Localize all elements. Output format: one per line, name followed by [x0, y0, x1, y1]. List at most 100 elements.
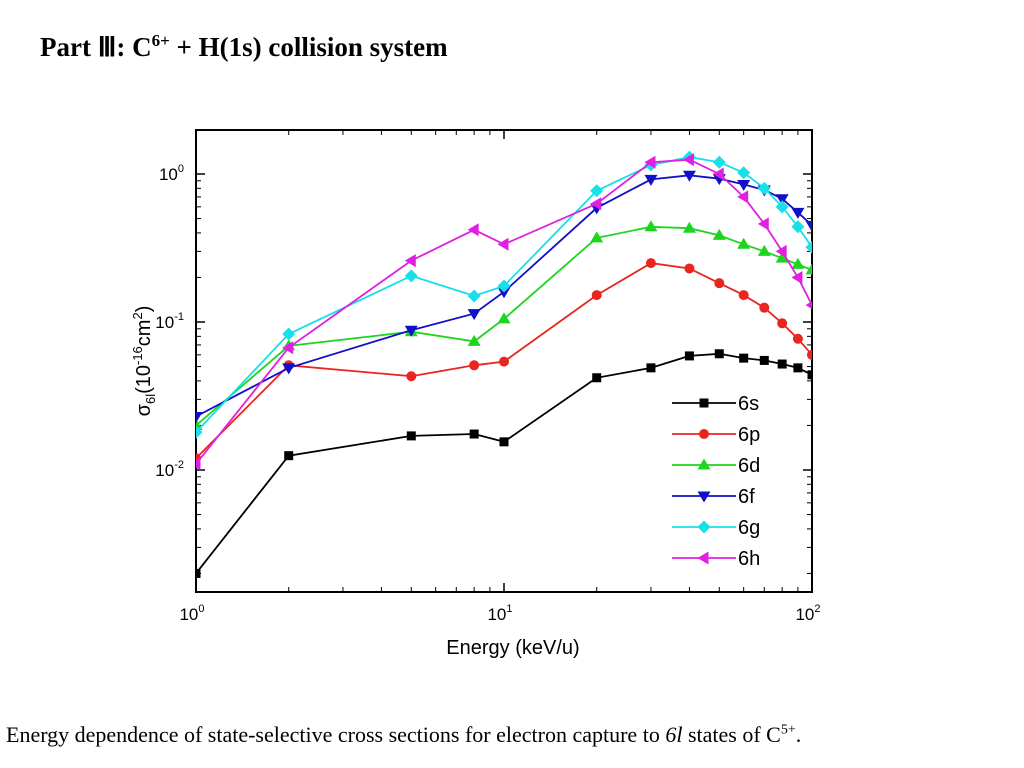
caption-suffix: . — [795, 722, 802, 747]
data-point-6g — [196, 425, 203, 439]
data-point-6g — [775, 200, 789, 214]
data-point-6h — [682, 153, 694, 167]
data-point-6s — [284, 451, 294, 461]
data-point-6d — [497, 312, 511, 324]
y-tick-base: 10 — [155, 461, 174, 480]
data-point-6d — [791, 257, 805, 269]
data-point-6g — [791, 220, 805, 234]
data-point-6p — [684, 263, 695, 274]
data-point-6s — [469, 429, 479, 439]
x-tick-exp: 1 — [506, 603, 512, 615]
x-tick-exp: 2 — [814, 603, 820, 615]
data-point-6s — [406, 431, 416, 441]
data-point-6p — [759, 302, 770, 313]
series-line-6d — [196, 225, 812, 427]
title-charge: 6+ — [151, 31, 170, 50]
data-point-6p — [792, 333, 803, 344]
series-6h — [196, 153, 812, 471]
data-point-6f — [497, 287, 511, 299]
data-point-6p — [738, 290, 749, 301]
data-point-6d — [467, 334, 481, 346]
data-point-6f — [682, 170, 696, 182]
data-point-6g — [467, 289, 481, 303]
legend-marker-6d — [697, 458, 711, 470]
y-tick-base: 10 — [155, 313, 174, 332]
data-point-6h — [404, 254, 416, 268]
y-axis-unit-exp: 2 — [130, 312, 145, 319]
data-point-6s — [739, 353, 749, 363]
data-point-6g — [497, 279, 511, 293]
data-point-6h — [791, 270, 803, 284]
data-point-6s — [196, 568, 201, 578]
legend-label-6d: 6d — [738, 455, 760, 477]
data-point-6s — [646, 363, 656, 373]
data-point-6f — [805, 220, 812, 232]
x-axis-title: Energy (keV/u) — [446, 637, 579, 659]
data-point-6s — [807, 370, 812, 380]
series-6f — [196, 170, 812, 423]
caption-prefix: Energy dependence of state-selective cro… — [6, 722, 666, 747]
data-point-6p — [777, 318, 788, 329]
legend-marker-6f — [697, 491, 711, 503]
data-point-6p — [591, 290, 602, 301]
data-point-6g — [404, 269, 418, 283]
data-point-6g — [805, 240, 812, 254]
y-tick-label: 10-1 — [155, 311, 184, 332]
data-point-6h — [757, 217, 769, 231]
x-tick-exp: 0 — [198, 603, 204, 615]
data-point-6d — [712, 228, 726, 240]
data-point-6p — [807, 349, 812, 360]
data-point-6h — [467, 223, 479, 237]
figure-caption: Energy dependence of state-selective cro… — [6, 722, 801, 748]
data-point-6h — [775, 244, 787, 258]
legend-label-6g: 6g — [738, 517, 760, 539]
legend-marker-6p — [699, 429, 709, 439]
data-point-6h — [712, 167, 724, 181]
y-axis-exp: -16 — [130, 346, 145, 365]
data-point-6d — [805, 263, 812, 275]
y-axis-sub: 6l — [143, 394, 158, 404]
data-point-6s — [499, 437, 509, 447]
legend-marker-6g — [697, 520, 711, 534]
y-axis-close: ) — [133, 306, 155, 313]
y-axis-sigma: σ — [133, 403, 155, 416]
data-point-6s — [592, 373, 602, 383]
y-tick-label: 10-2 — [155, 459, 184, 480]
data-point-6h — [805, 301, 812, 309]
x-tick-label: 102 — [795, 603, 820, 624]
y-tick-base: 10 — [159, 165, 178, 184]
y-tick-exp: 0 — [178, 163, 184, 175]
title-prefix: Part Ⅲ: C — [40, 32, 152, 62]
y-axis-title: σ6l(10-16cm2) — [130, 306, 158, 417]
data-point-6h — [737, 190, 749, 204]
data-point-6d — [775, 251, 789, 263]
data-point-6f — [644, 174, 658, 186]
series-6d — [196, 220, 812, 430]
data-point-6f — [791, 207, 805, 219]
data-point-6h — [196, 457, 201, 471]
data-point-6d — [757, 244, 771, 256]
series-line-6s — [196, 352, 812, 574]
data-point-6s — [684, 351, 694, 361]
data-point-6d — [590, 231, 604, 243]
data-point-6g — [282, 327, 296, 341]
caption-italic: 6l — [665, 722, 683, 747]
legend-label-6s: 6s — [738, 393, 759, 415]
title-suffix: + H(1s) collision system — [169, 32, 448, 62]
series-line-6h — [196, 158, 812, 465]
data-point-6p — [714, 278, 725, 289]
data-point-6h — [282, 341, 294, 355]
legend-marker-6s — [699, 398, 709, 408]
y-axis-open: (10 — [133, 365, 155, 394]
data-point-6h — [497, 237, 509, 251]
data-point-6p — [645, 258, 656, 269]
x-tick-label: 100 — [179, 603, 204, 624]
x-tick-label: 101 — [487, 603, 512, 624]
y-tick-label: 100 — [159, 163, 184, 184]
legend: 6s 6p 6d 6f 6g 6h — [672, 393, 760, 570]
data-point-6s — [777, 359, 787, 369]
data-point-6s — [759, 355, 769, 365]
data-point-6s — [714, 349, 724, 359]
